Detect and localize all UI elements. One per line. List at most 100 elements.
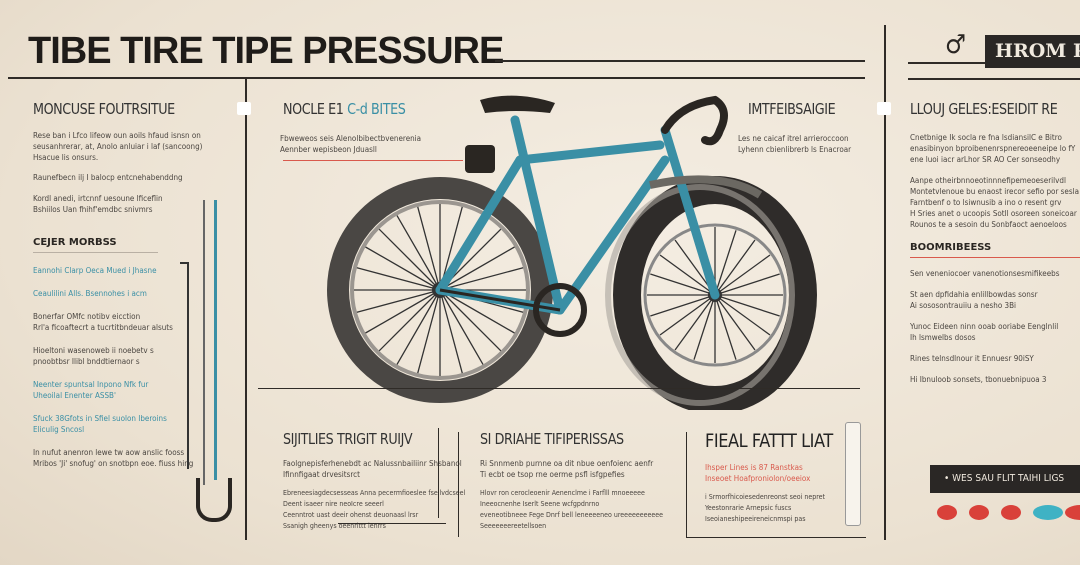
- spoke: [396, 215, 441, 291]
- bracket: [180, 262, 189, 469]
- front-wheel: [605, 176, 817, 410]
- text-line: Hi Ibnuloob sonsets, tbonuebnipuoa 3: [910, 375, 1047, 384]
- spoke: [439, 289, 502, 352]
- text-line: Sen veneniocoer vanenotionsesmifikeebs: [910, 269, 1060, 278]
- gauge-tube: [214, 200, 217, 480]
- bicycle-illustration: [327, 95, 817, 410]
- text-line: seusanhrerar, at, Anolo anluiar i laf (s…: [33, 142, 203, 151]
- divider: [908, 78, 1080, 80]
- spoke: [417, 206, 441, 291]
- spoke: [356, 267, 441, 291]
- text-line: pnoobtbsr Ilibl bnddtiernaor s: [33, 357, 140, 366]
- divider: [438, 428, 439, 518]
- spoke: [650, 273, 716, 296]
- chainring: [533, 283, 587, 337]
- text-line: Rines telnsdlnour it Ennuesr 90iSY: [910, 354, 1034, 363]
- text-line: Lyhenn cbienlibrerb ls Enacroar: [738, 145, 852, 154]
- text-line: Aennber wepisbeon Jduasll: [280, 145, 377, 154]
- text-line: Hsacue lis onsurs.: [33, 153, 99, 162]
- spoke: [417, 289, 441, 374]
- divider: [258, 388, 860, 389]
- spoke: [714, 294, 756, 351]
- text-line: Neenter spuntsal Inpono Nfk fur: [33, 380, 149, 389]
- spoke: [674, 294, 716, 351]
- text-line: [910, 253, 1080, 258]
- text-line: Sfuck 38Gfots in Sfiel suolon Iberoins: [33, 414, 167, 423]
- handlebar: [661, 95, 728, 146]
- spoke: [365, 246, 441, 291]
- spoke: [356, 289, 441, 313]
- color-dot: [937, 505, 957, 520]
- text-line: Deent isaeer nire neoIcre seeerl: [283, 500, 384, 508]
- spoke: [439, 289, 463, 374]
- text-line: ene luoi iacr arLhor SR AO Cer sonseodhy: [910, 155, 1061, 164]
- text-line: Yeestonrarie Arnepsic fuscs: [705, 504, 792, 512]
- spoke: [439, 246, 515, 291]
- spoke: [439, 289, 484, 365]
- text-line: Ceaulilini Alls. Bsennohes i acm: [33, 289, 147, 298]
- text-line: Montetvlenoue bu enaost irecor sefio por…: [910, 187, 1080, 196]
- text-line: Eannohi Clarp Oeca Mued i Jhasne: [33, 266, 157, 275]
- spoke: [714, 273, 780, 296]
- text-line: Kordl anedi, irtcnnf uesoune lficeflin: [33, 194, 163, 203]
- right-text: Cnetbnige Ik socla re fna lsdiansilC e B…: [910, 132, 1080, 385]
- spoke: [378, 228, 441, 291]
- spoke: [659, 254, 716, 296]
- text-line: Uheoilal Enenter ASSB': [33, 391, 116, 400]
- text-line: Ssanigh gheenys oeenrittt lenrrs: [283, 522, 386, 530]
- center-heading-accent: C-d BITES: [347, 100, 406, 118]
- text-line: [33, 248, 158, 253]
- text-line: enasibinyon bproibenenrspnereoeeneipe lo…: [910, 144, 1076, 153]
- spoke: [714, 294, 780, 317]
- text-line: Ih lsmwelbs dosos: [910, 333, 976, 342]
- text-line: Ceenntrot uast deeir ohenst deuonaasl lr…: [283, 511, 419, 519]
- gauge-scale: [203, 200, 205, 485]
- text-line: In nufut anenron lewe tw aow anslic foos…: [33, 448, 185, 457]
- text-line: Eliculig Sncosl: [33, 425, 85, 434]
- side-heading: IMTFEIBSAIGIE: [748, 100, 836, 118]
- text-line: Fbweweos seis Alenolbibectbvenerenia: [280, 134, 422, 143]
- color-dot: [1033, 505, 1063, 520]
- divider: [908, 62, 988, 64]
- text-line: Aanpe otheirbnnoeotinnnefipemeoeserilvdl: [910, 176, 1066, 185]
- text-line: SI DRIAHE TIFIPERISSAS: [480, 430, 624, 448]
- right-heading: LLOUJ GELES:ESEIDIT RE: [910, 100, 1058, 118]
- gauge-bulb-icon: [196, 478, 232, 522]
- spoke: [659, 294, 716, 336]
- text-line: Ineeocnenhe Iserlt Seene wcfgpdnrno: [480, 500, 600, 508]
- text-line: Farntbenf o to lsiwnusib a ino o resent …: [910, 198, 1062, 207]
- text-line: Raunefbecn ilj I balocp entcnehabenddng: [33, 173, 183, 182]
- text-line: Ifinnfigaat drvesitsrct: [283, 470, 360, 479]
- spoke: [714, 230, 737, 296]
- text-line: Inseoet Hoafproniolon/oeeiox: [705, 474, 811, 483]
- spoke: [714, 254, 771, 296]
- text-line: Bshiilos Uan fhihf'emdbc snivmrs: [33, 205, 153, 214]
- text-line: eveneotibneee Fege Dnrf bell leneeeeneo …: [480, 511, 663, 519]
- text-line: SIJITLIES TRIGIT RUIJV: [283, 430, 413, 448]
- saddle: [480, 95, 555, 113]
- fender: [649, 175, 763, 199]
- text-line: Iseoianeshipeeireneicnmspi pas: [705, 515, 806, 523]
- bottom-panel: SIJITLIES TRIGIT RUIJV Faolgnepisferheneb…: [283, 430, 465, 532]
- text-line: BOOMRIBEESS: [910, 242, 992, 253]
- text-line: Yunoc Eideen ninn ooab ooriabe Eenglnlil: [910, 322, 1059, 331]
- bag: [465, 145, 495, 173]
- side-text: Les ne caicaf itrel arrieroccoon Lyhenn c…: [738, 133, 851, 155]
- spoke: [378, 289, 441, 352]
- spoke: [714, 294, 737, 360]
- marker: [877, 102, 891, 115]
- left-text: Rese ban i Lfco lifeow oun aoils hfaud i…: [33, 130, 202, 469]
- spoke: [439, 267, 524, 291]
- divider: [686, 432, 687, 537]
- text-line: Faolgnepisferhenebdt ac Nalussnbailiinr …: [283, 459, 462, 468]
- text-line: FIEAL FATTT LIAT: [705, 430, 833, 452]
- spoke: [714, 294, 771, 336]
- text-line: St aen dpfidahia enlillbowdas sonsr: [910, 290, 1038, 299]
- bottom-panel: FIEAL FATTT LIAT Ihsper Lines is 87 Ranst…: [705, 430, 855, 525]
- text-line: Rounos te a sesoin du Sonbfaoct aenoeloo…: [910, 220, 1067, 229]
- text-line: Ai sososontrauiiu a nesho 3Bi: [910, 301, 1017, 310]
- pointer-line: [283, 160, 463, 161]
- divider: [8, 77, 865, 79]
- right-banner: • WES SAU FLIT TAIHI LIGS: [930, 465, 1080, 493]
- spoke: [714, 239, 756, 296]
